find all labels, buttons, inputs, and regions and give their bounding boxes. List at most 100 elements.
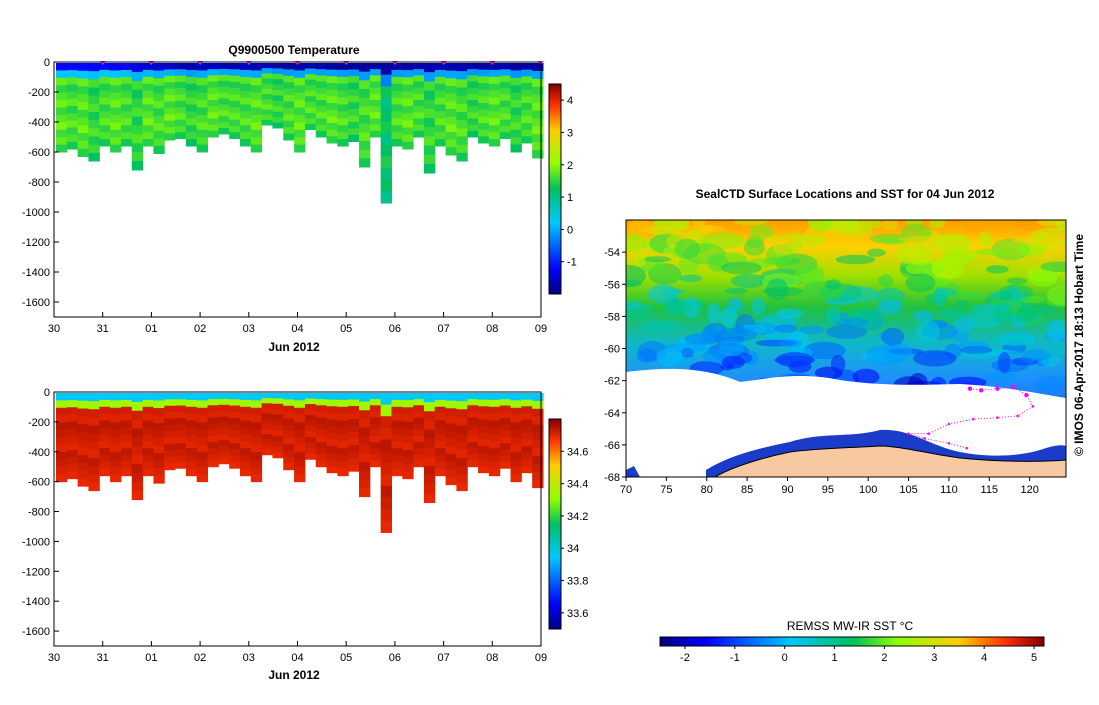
profile-cell xyxy=(326,399,338,407)
profile-cell xyxy=(413,411,425,419)
profile-cell xyxy=(413,435,425,443)
profile-cell xyxy=(99,413,111,422)
temperature-title: Q9900500 Temperature xyxy=(228,43,360,57)
colorbar-tick-label: 4 xyxy=(567,95,573,107)
profile-cell xyxy=(478,452,490,460)
profile-cell xyxy=(488,399,501,408)
profile-cell xyxy=(488,448,501,456)
profile-cell xyxy=(488,468,501,477)
profile-cell xyxy=(532,463,544,473)
profile-cell xyxy=(294,452,306,460)
profile-cell xyxy=(445,132,457,141)
coastline xyxy=(714,445,1066,477)
profile-cell xyxy=(348,464,360,472)
profile-cell xyxy=(56,129,68,138)
profile-cell xyxy=(239,97,252,105)
time-tick-label: 31 xyxy=(97,652,109,664)
profile-cell xyxy=(510,92,522,101)
profile-cell xyxy=(499,107,512,114)
profile-cell xyxy=(499,119,512,127)
longitude-tick-label: 115 xyxy=(981,484,999,496)
profile-cell xyxy=(434,448,447,456)
profile-cell xyxy=(488,63,501,71)
sst-patch xyxy=(679,274,702,282)
profile-cell xyxy=(510,122,522,131)
profile-cell xyxy=(521,83,533,91)
profile-cell xyxy=(532,118,544,127)
profile-cell xyxy=(304,96,317,103)
profile-cell xyxy=(510,85,522,94)
profile-cell xyxy=(142,393,154,401)
profile-cell xyxy=(359,80,371,90)
profile-cell xyxy=(272,403,284,410)
profile-cell xyxy=(229,455,241,463)
profile-cell xyxy=(434,420,447,428)
profile-cell xyxy=(510,459,522,468)
profile-cell xyxy=(131,446,144,456)
profile-cell xyxy=(359,71,371,81)
sst-patch xyxy=(824,279,841,290)
profile-cell xyxy=(467,411,479,419)
profile-cell xyxy=(239,461,252,470)
sst-patch xyxy=(876,300,903,315)
seal-location-point xyxy=(923,437,927,440)
profile-cell xyxy=(153,445,165,454)
imos-credit: © IMOS 06-Apr-2017 18:13 Hobart Time xyxy=(1072,234,1086,456)
profile-cell xyxy=(337,90,349,99)
profile-cell xyxy=(434,139,447,147)
profile-cell xyxy=(185,455,198,463)
sst-patch xyxy=(937,307,969,320)
profile-cell xyxy=(510,466,522,475)
profile-cell xyxy=(239,118,252,126)
profile-cell xyxy=(250,114,263,123)
profile-cell xyxy=(131,80,144,91)
sst-colorbar-tick-label: 0 xyxy=(782,652,788,664)
profile-cell xyxy=(153,430,165,439)
profile-cell xyxy=(445,454,457,463)
profile-cell xyxy=(488,434,501,442)
profile-cell xyxy=(445,415,457,425)
profile-cell xyxy=(434,90,447,99)
profile-cell xyxy=(369,399,382,406)
profile-cell xyxy=(488,90,501,99)
profile-cell xyxy=(337,118,349,126)
profile-cell xyxy=(499,449,512,457)
profile-cell xyxy=(402,393,414,401)
profile-cell xyxy=(467,442,479,449)
profile-cell xyxy=(348,69,360,77)
time-tick-label: 30 xyxy=(48,652,60,664)
profile-cell xyxy=(66,471,79,480)
profile-cell xyxy=(445,109,457,118)
profile-cell xyxy=(272,452,284,459)
profile-cell xyxy=(369,93,382,101)
depth-tick-label: -1000 xyxy=(22,536,50,548)
profile-cell xyxy=(510,415,522,424)
profile-cell xyxy=(326,63,338,71)
profile-cell xyxy=(423,136,436,146)
profile-cell xyxy=(110,407,122,416)
profile-cell xyxy=(348,121,360,129)
profile-cell xyxy=(359,427,371,437)
profile-cell xyxy=(488,420,501,428)
profile-cell xyxy=(380,462,392,475)
profile-cell xyxy=(185,139,198,147)
profile-cell xyxy=(521,439,533,447)
sst-patch xyxy=(955,300,970,308)
profile-cell xyxy=(120,118,133,126)
profile-cell xyxy=(239,132,252,140)
profile-cell xyxy=(369,405,382,412)
profile-cell xyxy=(369,106,382,113)
profile-cell xyxy=(110,114,122,123)
profile-cell xyxy=(380,439,392,452)
profile-cell xyxy=(185,468,198,477)
profile-cell xyxy=(402,400,414,408)
profile-cell xyxy=(77,125,89,134)
profile-cell xyxy=(261,83,273,90)
latitude-tick-label: -68 xyxy=(604,472,620,484)
sst-patch xyxy=(878,274,894,288)
profile-cell xyxy=(229,81,241,89)
sst-colorbar-label: REMSS MW-IR SST °C xyxy=(787,619,914,633)
profile-cell xyxy=(120,468,133,477)
profile-cell xyxy=(120,393,133,401)
profile-cell xyxy=(239,406,252,415)
